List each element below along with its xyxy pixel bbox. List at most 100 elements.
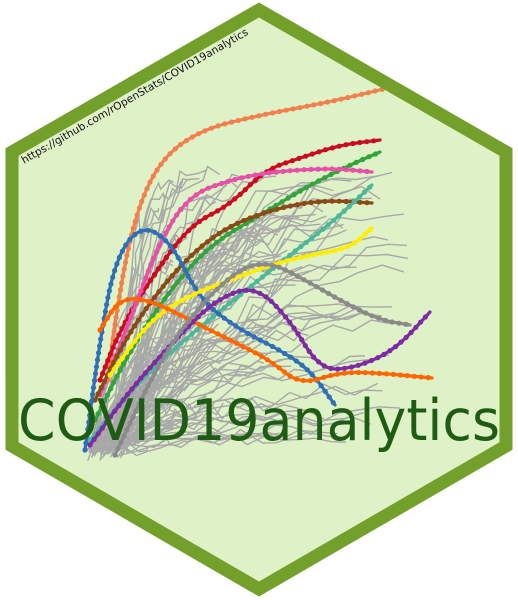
trajectory-point [316, 149, 322, 155]
trajectory-point [111, 379, 117, 385]
trajectory-point [221, 204, 227, 210]
trajectory-point [334, 371, 341, 377]
trajectory-point [111, 366, 117, 372]
trajectory-point [227, 319, 233, 325]
trajectory-point [133, 408, 139, 414]
trajectory-point [193, 192, 199, 198]
trajectory-point [304, 103, 310, 109]
trajectory-point [192, 291, 198, 297]
trajectory-point [162, 296, 168, 302]
trajectory-point [205, 185, 211, 191]
trajectory-point [346, 203, 352, 209]
trajectory-point [115, 446, 121, 452]
trajectory-point [104, 315, 110, 321]
trajectory-point [226, 200, 232, 206]
background-trajectory [111, 357, 293, 447]
trajectory-point [262, 261, 269, 267]
trajectory-point [309, 372, 315, 378]
trajectory-point [341, 370, 347, 376]
highlighted-trajectories [82, 83, 434, 458]
trajectory-point [357, 199, 363, 205]
trajectory-point [247, 215, 253, 221]
trajectory-point [263, 111, 269, 117]
trajectory-point [191, 223, 197, 229]
trajectory-point [281, 204, 287, 211]
trajectory-point [200, 301, 206, 307]
trajectory-point [170, 218, 176, 224]
trajectory-point [192, 285, 198, 291]
trajectory-point [181, 232, 187, 239]
trajectory-point [323, 147, 329, 153]
trajectory-point [95, 431, 101, 437]
trajectory-point [132, 218, 138, 225]
trajectory-point [190, 312, 197, 318]
trajectory-point [124, 427, 130, 433]
trajectory-point [328, 372, 334, 379]
trajectory-point [97, 343, 103, 349]
trajectory-point [177, 312, 183, 318]
trajectory-point [144, 186, 150, 192]
trajectory-point [246, 346, 252, 353]
trajectory-point [336, 166, 342, 172]
trajectory-point [242, 265, 248, 271]
trajectory-point [205, 239, 211, 245]
trajectory-point [249, 114, 255, 120]
trajectory-point [369, 313, 375, 319]
trajectory-point [93, 364, 100, 370]
trajectory-point [307, 378, 313, 384]
trajectory-point [125, 246, 131, 252]
trajectory-point [158, 161, 164, 167]
background-trajectory [117, 431, 338, 454]
trajectory-point [299, 337, 305, 343]
trajectory-point [309, 151, 315, 157]
trajectory-point [356, 307, 362, 313]
trajectory-point [189, 252, 195, 258]
trajectory-point [104, 392, 111, 398]
trajectory-point [295, 331, 301, 337]
trajectory-point [166, 224, 172, 230]
trajectory-point [132, 231, 138, 238]
trajectory-point [310, 354, 317, 360]
trajectory-point [151, 255, 157, 261]
trajectory-point [306, 348, 312, 354]
trajectory-point [250, 268, 256, 274]
trajectory-point [96, 350, 102, 356]
trajectory-point [188, 196, 194, 202]
trajectory-point [408, 329, 414, 336]
trajectory-point [289, 270, 295, 276]
trajectory-point [167, 243, 173, 249]
trajectory-point [227, 300, 233, 306]
trajectory-point [404, 373, 410, 379]
trajectory-point [169, 273, 175, 279]
trajectory-point [114, 373, 120, 379]
trajectory-point [216, 311, 222, 317]
trajectory-point [215, 331, 221, 337]
trajectory-point [127, 420, 133, 426]
trajectory-point [413, 324, 419, 330]
trajectory-point [307, 280, 313, 286]
trajectory-point [287, 168, 293, 174]
trajectory-point [193, 258, 199, 264]
trajectory-point [239, 175, 245, 181]
trajectory-point [104, 302, 110, 308]
trajectory-point [300, 377, 306, 384]
trajectory-point [179, 261, 185, 267]
trajectory-point [311, 251, 317, 258]
trajectory-point [138, 228, 144, 234]
trajectory-point [178, 329, 184, 335]
trajectory-point [259, 171, 265, 177]
trajectory-point [348, 364, 355, 370]
trajectory-point [116, 402, 122, 409]
trajectory-point [113, 314, 119, 321]
trajectory-point [356, 194, 363, 200]
trajectory-point [330, 400, 336, 406]
trajectory-point [252, 177, 259, 183]
trajectory-point [344, 301, 350, 307]
trajectory-point [235, 117, 241, 124]
trajectory-point [252, 172, 258, 178]
trajectory-point [352, 93, 358, 99]
trajectory-point [179, 297, 185, 303]
trajectory-point [202, 215, 208, 221]
trajectory-point [170, 340, 176, 346]
trajectory-plot [82, 83, 434, 462]
